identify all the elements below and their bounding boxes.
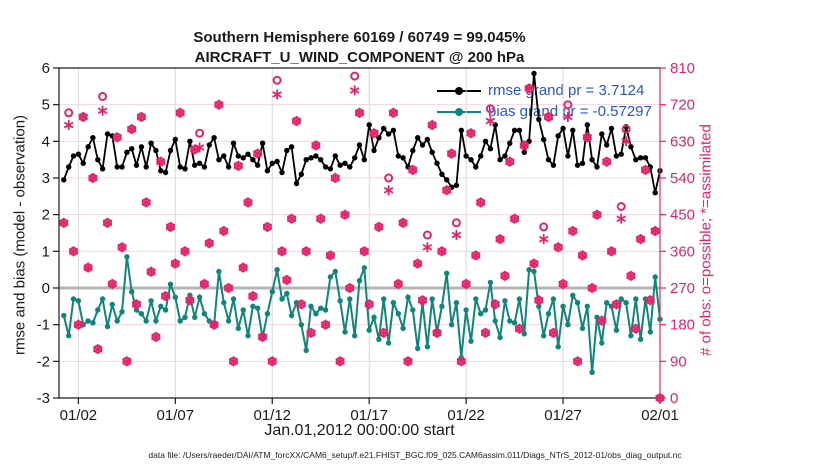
assimilated-markers	[59, 83, 665, 404]
datafile-path: data file: /Users/raeder/DAI/ATM_forcXX/…	[148, 450, 682, 460]
axes: -3 -2 -1 0 1 2 3 4 5 6 0 90 180 270 360 450 540 630 720 810…	[37, 60, 695, 424]
svg-text:810: 810	[670, 60, 695, 77]
svg-text:01/27: 01/27	[544, 407, 582, 424]
svg-text:180: 180	[670, 317, 695, 334]
left-axis-label: rmse and bias (model - observation)	[11, 114, 29, 356]
svg-text:-1: -1	[37, 317, 50, 334]
chart-title: Southern Hemisphere 60169 / 60749 = 99.0…	[193, 29, 526, 46]
svg-text:-3: -3	[37, 390, 50, 407]
svg-text:3: 3	[42, 170, 50, 187]
svg-text:360: 360	[670, 243, 695, 260]
svg-text:-2: -2	[37, 353, 50, 370]
legend-label-bias: bias grand pr = -0.57297	[488, 103, 652, 120]
svg-text:01/02: 01/02	[60, 407, 98, 424]
svg-text:1: 1	[42, 243, 50, 260]
rmse-series	[61, 70, 663, 196]
svg-text:01/17: 01/17	[350, 407, 388, 424]
svg-text:5: 5	[42, 97, 50, 114]
svg-text:720: 720	[670, 97, 695, 114]
rmse-legend-marker	[437, 86, 481, 95]
svg-text:450: 450	[670, 207, 695, 224]
svg-text:540: 540	[670, 170, 695, 187]
chart-subtitle: AIRCRAFT_U_WIND_COMPONENT @ 200 hPa	[194, 49, 525, 66]
svg-text:6: 6	[42, 60, 50, 77]
svg-text:0: 0	[42, 280, 50, 297]
svg-text:630: 630	[670, 133, 695, 150]
possible-markers	[59, 71, 665, 403]
x-axis-label: Jan.01,2012 00:00:00 start	[264, 422, 455, 439]
svg-text:01/22: 01/22	[447, 407, 485, 424]
svg-text:01/12: 01/12	[253, 407, 291, 424]
svg-text:4: 4	[42, 133, 50, 150]
svg-text:02/01: 02/01	[641, 407, 679, 424]
svg-text:01/07: 01/07	[157, 407, 195, 424]
svg-text:2: 2	[42, 207, 50, 224]
legend-item-bias: bias grand pr = -0.57297	[437, 101, 652, 122]
svg-text:0: 0	[670, 390, 678, 407]
right-axis-label: # of obs: o=possible; *=assimilated	[697, 124, 715, 356]
svg-text:270: 270	[670, 280, 695, 297]
bias-legend-marker	[437, 107, 481, 116]
svg-text:90: 90	[670, 353, 687, 370]
